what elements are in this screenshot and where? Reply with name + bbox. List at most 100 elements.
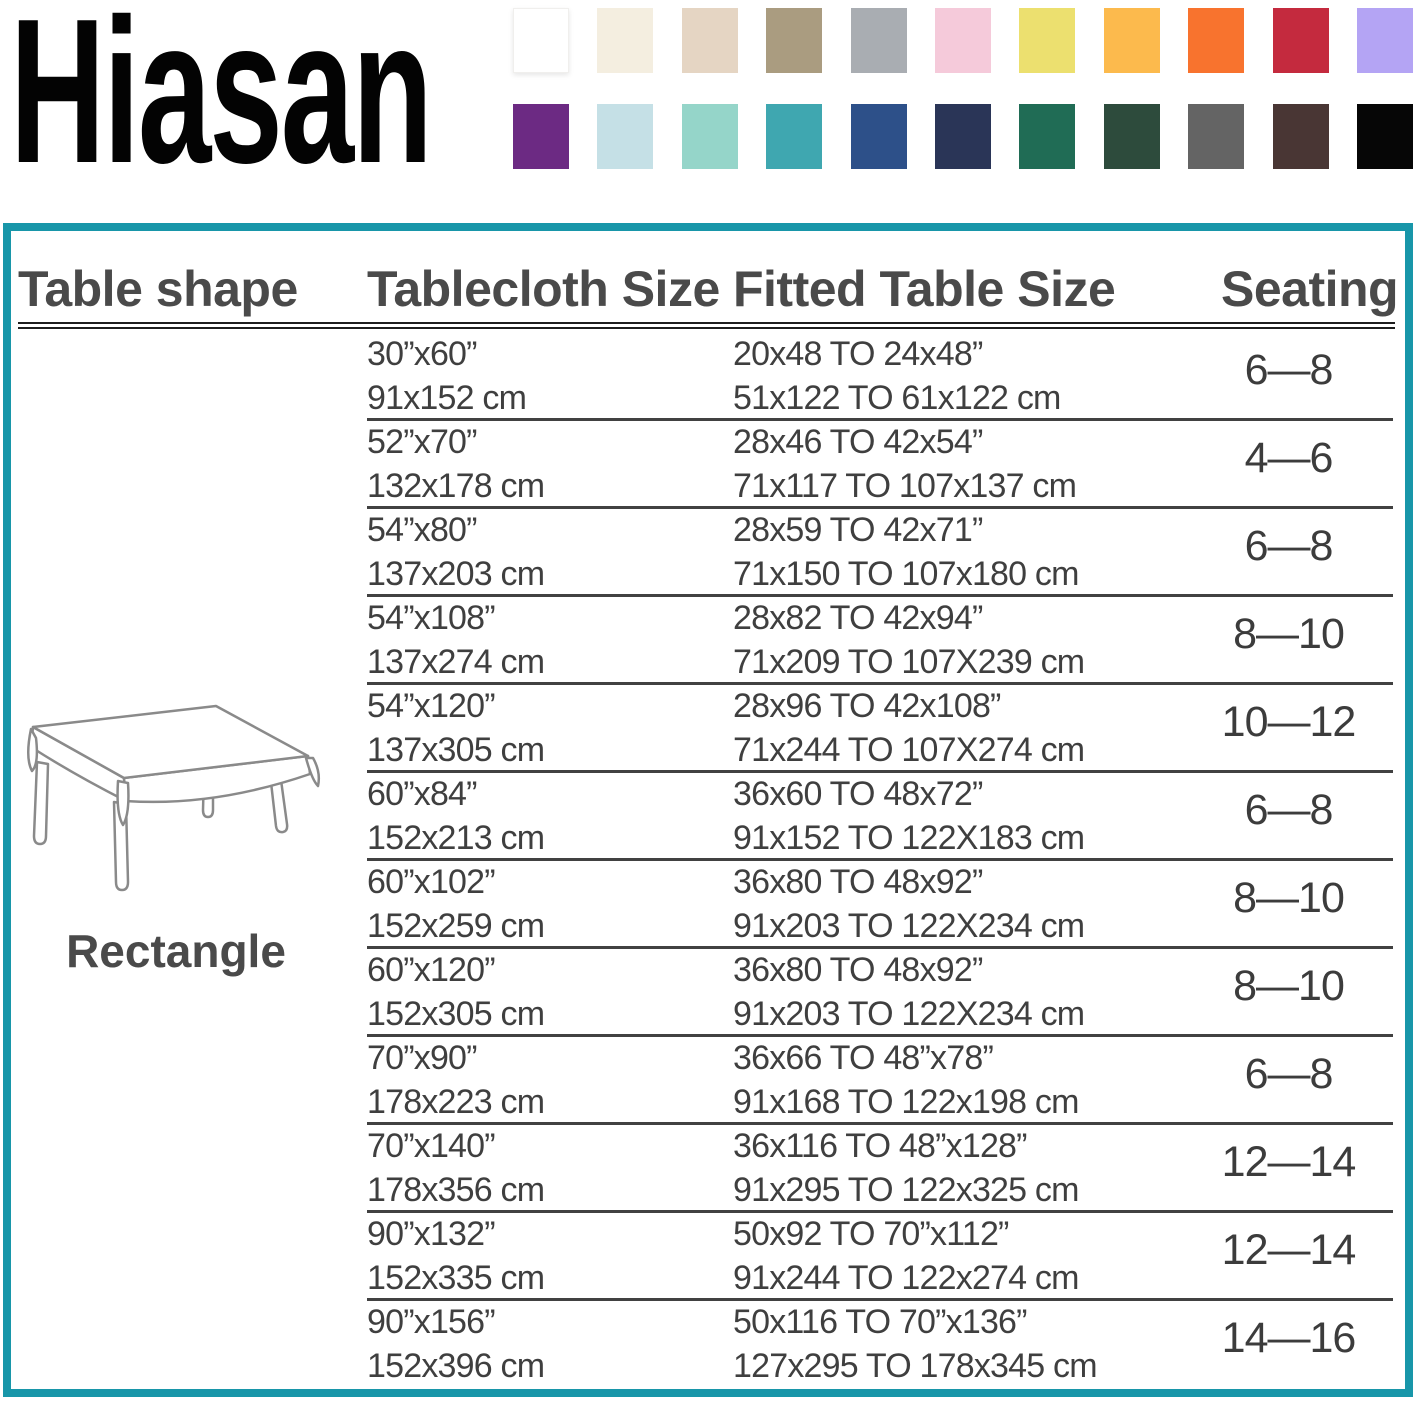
size-row: 52”x70” 132x178 cm 28x46 TO 42x54” 71x11… xyxy=(18,420,1393,509)
fitted-size-inches: 28x96 TO 42x108” xyxy=(733,687,1001,725)
tablecloth-size-inches: 60”x102” xyxy=(367,863,496,901)
size-row: 54”x80” 137x203 cm 28x59 TO 42x71” 71x15… xyxy=(18,508,1393,597)
seating-cell: 6—8 xyxy=(1244,345,1334,394)
color-swatch xyxy=(850,8,907,73)
color-swatch xyxy=(1019,104,1076,169)
tablecloth-size-inches: 90”x156” xyxy=(367,1303,496,1341)
color-swatch xyxy=(1272,104,1329,169)
seating-cell: 8—10 xyxy=(1233,961,1345,1010)
tablecloth-size-inches: 60”x84” xyxy=(367,775,477,813)
size-chart-card: Table shape Tablecloth Size Fitted Table… xyxy=(3,223,1413,1397)
tablecloth-size-cell: 90”x156” 152x396 cm xyxy=(367,1300,733,1388)
tablecloth-size-cm: 132x178 cm xyxy=(367,467,545,505)
fitted-size-inches: 28x46 TO 42x54” xyxy=(733,423,983,461)
tablecloth-size-cell: 60”x84” 152x213 cm xyxy=(367,772,733,860)
header-tablecloth-size: Tablecloth Size xyxy=(367,261,720,317)
fitted-size-cm: 91x244 TO 122x274 cm xyxy=(733,1259,1079,1297)
fitted-size-cm: 91x203 TO 122X234 cm xyxy=(733,907,1085,945)
seating-cell: 4—6 xyxy=(1244,433,1334,482)
tablecloth-size-inches: 54”x80” xyxy=(367,511,477,549)
color-swatch xyxy=(681,104,738,169)
color-swatch xyxy=(766,8,823,73)
fitted-size-cm: 91x295 TO 122x325 cm xyxy=(733,1171,1079,1209)
seating-cell: 10—12 xyxy=(1221,697,1357,746)
color-swatch xyxy=(766,104,823,169)
fitted-size-inches: 50x92 TO 70”x112” xyxy=(733,1215,1009,1253)
tablecloth-size-inches: 52”x70” xyxy=(367,423,477,461)
size-row: 60”x102” 152x259 cm 36x80 TO 48x92” 91x2… xyxy=(18,860,1393,949)
tablecloth-size-cm: 137x203 cm xyxy=(367,555,545,593)
tablecloth-size-cell: 30”x60” 91x152 cm xyxy=(367,332,733,420)
size-row: 90”x132” 152x335 cm 50x92 TO 70”x112” 91… xyxy=(18,1212,1393,1301)
color-swatch xyxy=(681,8,738,73)
fitted-size-inches: 36x60 TO 48x72” xyxy=(733,775,983,813)
tablecloth-size-inches: 54”x108” xyxy=(367,599,496,637)
fitted-size-inches: 36x116 TO 48”x128” xyxy=(733,1127,1028,1165)
header-fitted-size: Fitted Table Size xyxy=(733,261,1116,317)
size-rows: 30”x60” 91x152 cm 20x48 TO 24x48” 51x122… xyxy=(11,332,1405,1388)
fitted-size-cell: 36x60 TO 48x72” 91x152 TO 122X183 cm xyxy=(733,772,1224,860)
color-swatch xyxy=(1019,8,1076,73)
color-swatch xyxy=(934,104,991,169)
fitted-size-cm: 91x152 TO 122X183 cm xyxy=(733,819,1085,857)
fitted-size-cell: 36x66 TO 48”x78” 91x168 TO 122x198 cm xyxy=(733,1036,1224,1124)
color-swatch xyxy=(934,8,991,73)
tablecloth-size-cm: 152x335 cm xyxy=(367,1259,545,1297)
seating-cell: 12—14 xyxy=(1221,1137,1357,1186)
fitted-size-inches: 28x82 TO 42x94” xyxy=(733,599,983,637)
tablecloth-size-cell: 60”x102” 152x259 cm xyxy=(367,860,733,948)
fitted-size-cell: 28x59 TO 42x71” 71x150 TO 107x180 cm xyxy=(733,508,1224,596)
tablecloth-size-cm: 178x223 cm xyxy=(367,1083,545,1121)
header-divider xyxy=(18,322,1395,329)
fitted-size-cell: 28x96 TO 42x108” 71x244 TO 107X274 cm xyxy=(733,684,1224,772)
fitted-size-cm: 71x244 TO 107X274 cm xyxy=(733,731,1085,769)
palette-row-2 xyxy=(513,104,1413,169)
fitted-size-cell: 36x80 TO 48x92” 91x203 TO 122X234 cm xyxy=(733,860,1224,948)
color-swatch xyxy=(1188,104,1245,169)
fitted-size-cell: 36x116 TO 48”x128” 91x295 TO 122x325 cm xyxy=(733,1124,1224,1212)
shape-column: Rectangle xyxy=(11,332,360,1389)
color-swatch xyxy=(1356,104,1413,169)
brand-logo: Hiasan xyxy=(10,0,433,206)
color-swatch xyxy=(513,8,569,73)
fitted-size-cm: 127x295 TO 178x345 cm xyxy=(733,1347,1098,1385)
color-swatch xyxy=(850,104,907,169)
rectangle-table-icon xyxy=(27,704,321,892)
fitted-size-inches: 36x66 TO 48”x78” xyxy=(733,1039,994,1077)
size-row: 54”x108” 137x274 cm 28x82 TO 42x94” 71x2… xyxy=(18,596,1393,685)
fitted-size-cell: 28x46 TO 42x54” 71x117 TO 107x137 cm xyxy=(733,420,1224,508)
tablecloth-size-inches: 70”x90” xyxy=(367,1039,477,1077)
color-swatch xyxy=(1356,8,1413,73)
fitted-size-cm: 91x203 TO 122X234 cm xyxy=(733,995,1085,1033)
fitted-size-cm: 91x168 TO 122x198 cm xyxy=(733,1083,1079,1121)
tablecloth-size-cell: 70”x140” 178x356 cm xyxy=(367,1124,733,1212)
size-row: 70”x90” 178x223 cm 36x66 TO 48”x78” 91x1… xyxy=(18,1036,1393,1125)
fitted-size-cm: 71x209 TO 107X239 cm xyxy=(733,643,1085,681)
color-swatch xyxy=(513,104,569,169)
tablecloth-size-cell: 52”x70” 132x178 cm xyxy=(367,420,733,508)
fitted-size-inches: 50x116 TO 70”x136” xyxy=(733,1303,1028,1341)
header-seating: Seating xyxy=(1221,261,1399,317)
seating-cell: 8—10 xyxy=(1233,609,1345,658)
tablecloth-size-cm: 137x305 cm xyxy=(367,731,545,769)
fitted-size-cell: 20x48 TO 24x48” 51x122 TO 61x122 cm xyxy=(733,332,1224,420)
fitted-size-cm: 71x150 TO 107x180 cm xyxy=(733,555,1079,593)
size-row: 60”x120” 152x305 cm 36x80 TO 48x92” 91x2… xyxy=(18,948,1393,1037)
tablecloth-size-cell: 54”x108” 137x274 cm xyxy=(367,596,733,684)
fitted-size-cell: 36x80 TO 48x92” 91x203 TO 122X234 cm xyxy=(733,948,1224,1036)
tablecloth-size-inches: 54”x120” xyxy=(367,687,496,725)
tablecloth-size-cm: 152x305 cm xyxy=(367,995,545,1033)
tablecloth-size-cm: 152x396 cm xyxy=(367,1347,545,1385)
tablecloth-size-cm: 137x274 cm xyxy=(367,643,545,681)
color-swatch xyxy=(597,8,654,73)
tablecloth-size-inches: 70”x140” xyxy=(367,1127,496,1165)
seating-cell: 6—8 xyxy=(1244,1049,1334,1098)
color-swatch xyxy=(597,104,654,169)
seating-cell: 12—14 xyxy=(1221,1225,1357,1274)
tablecloth-size-inches: 30”x60” xyxy=(367,335,477,373)
seating-cell: 8—10 xyxy=(1233,873,1345,922)
color-swatch xyxy=(1272,8,1329,73)
seating-cell: 6—8 xyxy=(1244,521,1334,570)
fitted-size-inches: 28x59 TO 42x71” xyxy=(733,511,983,549)
